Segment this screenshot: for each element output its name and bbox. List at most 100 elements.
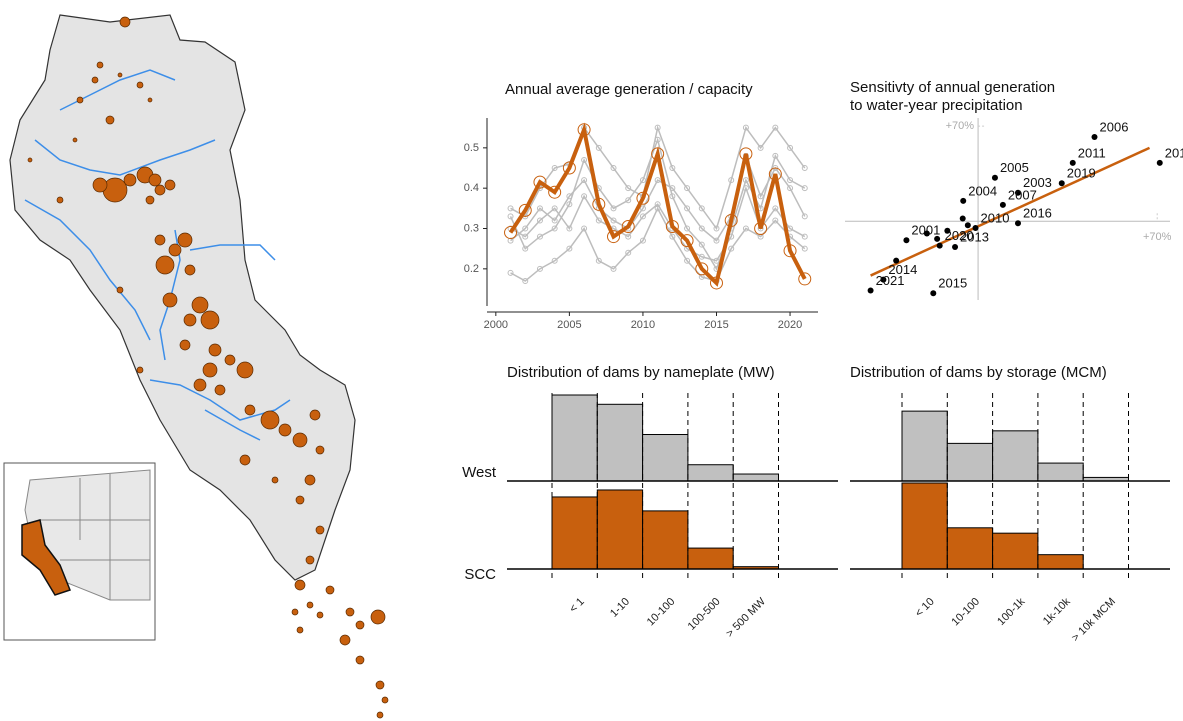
bar <box>688 548 733 569</box>
dam-site <box>340 635 350 645</box>
dam-site <box>295 580 305 590</box>
point <box>992 175 998 181</box>
dam-site <box>28 158 32 162</box>
point <box>960 198 966 204</box>
point <box>1157 160 1163 166</box>
dam-site <box>106 116 114 124</box>
dam-site <box>180 340 190 350</box>
dam-site <box>293 433 307 447</box>
dam-site <box>296 496 304 504</box>
dam-site <box>163 293 177 307</box>
point-label: 2004 <box>968 183 997 198</box>
dam-site <box>317 612 323 618</box>
dam-site <box>192 297 208 313</box>
dam-site <box>371 610 385 624</box>
point <box>1059 180 1065 186</box>
dam-site <box>165 180 175 190</box>
figure: Annual average generation / capacity 0.2 0… <box>0 0 1183 721</box>
bar <box>552 497 597 569</box>
dam-site <box>148 98 152 102</box>
dam-site <box>124 174 136 186</box>
bar <box>552 395 597 481</box>
dam-site <box>377 712 383 718</box>
dam-site <box>146 196 154 204</box>
bar <box>733 474 778 481</box>
dam-site <box>155 185 165 195</box>
point <box>505 227 517 239</box>
y-tick-label: 0.5 <box>464 142 479 154</box>
bar <box>597 490 642 569</box>
bar <box>1038 555 1083 569</box>
point-label: 2010 <box>981 210 1010 225</box>
dam-site <box>203 363 217 377</box>
dam-site <box>245 405 255 415</box>
point <box>1015 220 1021 226</box>
dam-site <box>169 244 181 256</box>
point <box>930 290 936 296</box>
dam-site <box>117 287 123 293</box>
x-tick-label: 10-100 <box>645 596 678 629</box>
point <box>903 237 909 243</box>
point <box>934 236 940 242</box>
point <box>868 287 874 293</box>
point <box>1092 134 1098 140</box>
dam-site <box>316 526 324 534</box>
y-tick-label: 0.2 <box>464 263 479 275</box>
chart-title: Distribution of dams by storage (MCM) <box>850 364 1107 381</box>
y-tick-label: 0.4 <box>464 182 479 194</box>
dam-site <box>225 355 235 365</box>
x-tick-label: > 10k MCM <box>1070 596 1118 644</box>
dam-site <box>77 97 83 103</box>
point <box>952 244 958 250</box>
dam-site <box>240 455 250 465</box>
dam-site <box>382 697 388 703</box>
dam-site <box>356 656 364 664</box>
point-label: 2006 <box>1100 119 1129 134</box>
point <box>944 228 950 234</box>
point-label: 2019 <box>1067 166 1096 181</box>
point-label: 2005 <box>1000 160 1029 175</box>
x-tick-label: 100-500 <box>686 596 723 633</box>
point <box>924 230 930 236</box>
dam-site <box>92 77 98 83</box>
map <box>4 15 388 718</box>
dam-site <box>137 367 143 373</box>
dam-site <box>297 627 303 633</box>
dam-site <box>201 311 219 329</box>
x-tick-label: 2010 <box>631 319 655 331</box>
bar <box>597 404 642 481</box>
dam-site <box>356 621 364 629</box>
dam-site <box>215 385 225 395</box>
dam-site <box>261 411 279 429</box>
bar <box>643 435 688 481</box>
x-tick-label: 10-100 <box>949 596 982 629</box>
dam-site <box>209 344 221 356</box>
x-tick-label: 2005 <box>557 319 581 331</box>
chart-title: Annual average generation / capacity <box>505 81 753 98</box>
x-tick-label: 2000 <box>484 319 508 331</box>
dam-site <box>120 17 130 27</box>
point-label: 2016 <box>1023 206 1052 221</box>
y-tick-label: 0.3 <box>464 222 479 234</box>
x-tick-label: 2020 <box>778 319 802 331</box>
bar <box>902 411 947 481</box>
dam-site <box>178 233 192 247</box>
chart-title: Distribution of dams by nameplate (MW) <box>507 364 775 381</box>
dam-site <box>103 178 127 202</box>
dam-site <box>194 379 206 391</box>
x-tick-label: 1-10 <box>608 596 632 620</box>
point-label: 2021 <box>876 273 905 288</box>
dam-site <box>306 556 314 564</box>
dam-site <box>137 82 143 88</box>
point-label: 2017 <box>1165 145 1183 160</box>
dam-site <box>185 265 195 275</box>
series-label: West <box>462 464 497 481</box>
bar <box>993 431 1038 481</box>
bar <box>1038 463 1083 481</box>
chart-title: Sensitivty of annual generation <box>850 79 1055 96</box>
point <box>965 222 971 228</box>
point <box>1000 202 1006 208</box>
point <box>893 258 899 264</box>
dam-site <box>326 586 334 594</box>
dam-site <box>307 602 313 608</box>
